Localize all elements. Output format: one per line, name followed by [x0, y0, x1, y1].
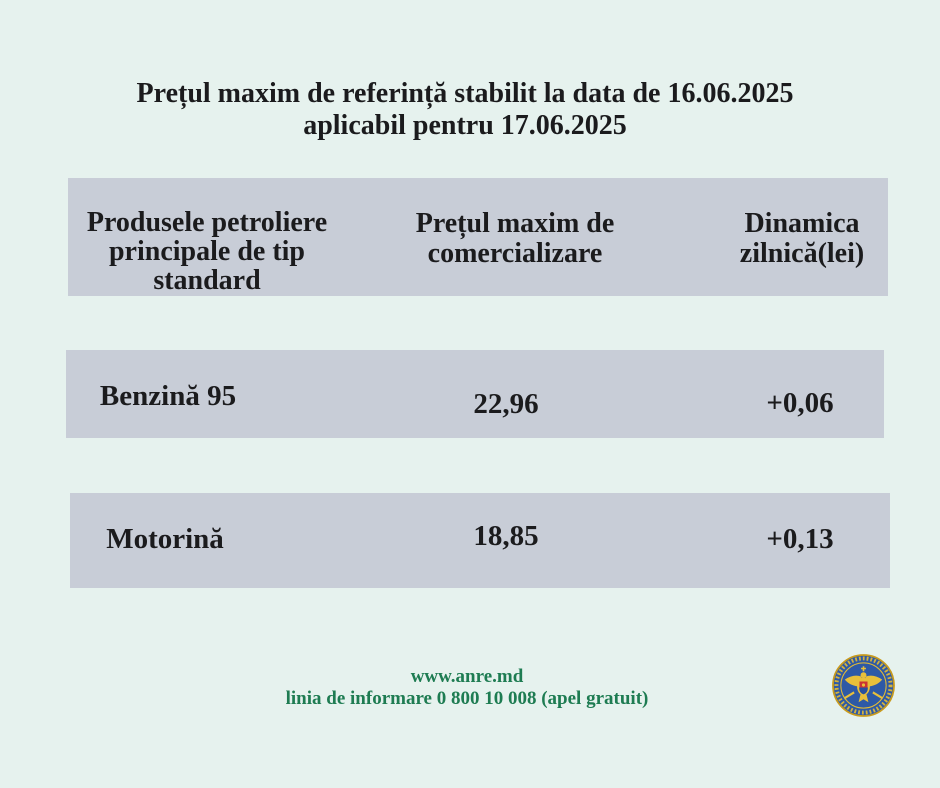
page-title: Prețul maxim de referință stabilit la da…	[0, 78, 930, 142]
moldova-eagle-emblem	[843, 666, 884, 703]
website-url: www.anre.md	[410, 666, 524, 687]
table-row: Motorină 18,85 +0,13	[70, 493, 890, 588]
anre-seal-logo	[832, 654, 895, 717]
title-line-1: Prețul maxim de referință stabilit la da…	[136, 78, 794, 109]
row-max-price: 18,85	[473, 520, 539, 552]
row-product-name: Benzină 95	[99, 380, 237, 412]
table-row: Benzină 95 22,96 +0,06	[66, 350, 884, 438]
table-header-row: Produsele petroliere principale de tip s…	[68, 178, 888, 296]
row-daily-dynamic: +0,06	[766, 387, 834, 419]
footer: www.anre.md linia de informare 0 800 10 …	[0, 666, 934, 710]
row-max-price: 22,96	[473, 388, 539, 420]
info-phone-line: linia de informare 0 800 10 008 (apel gr…	[285, 688, 649, 709]
row-daily-dynamic: +0,13	[766, 523, 834, 555]
row-product-name: Motorină	[106, 523, 224, 555]
header-col-daily-dynamic: Dinamica zilnică(lei)	[739, 208, 865, 269]
title-line-2: aplicabil pentru 17.06.2025	[303, 110, 627, 141]
header-col-max-price: Prețul maxim de comercializare	[415, 208, 615, 269]
header-col-products: Produsele petroliere principale de tip s…	[86, 207, 328, 296]
